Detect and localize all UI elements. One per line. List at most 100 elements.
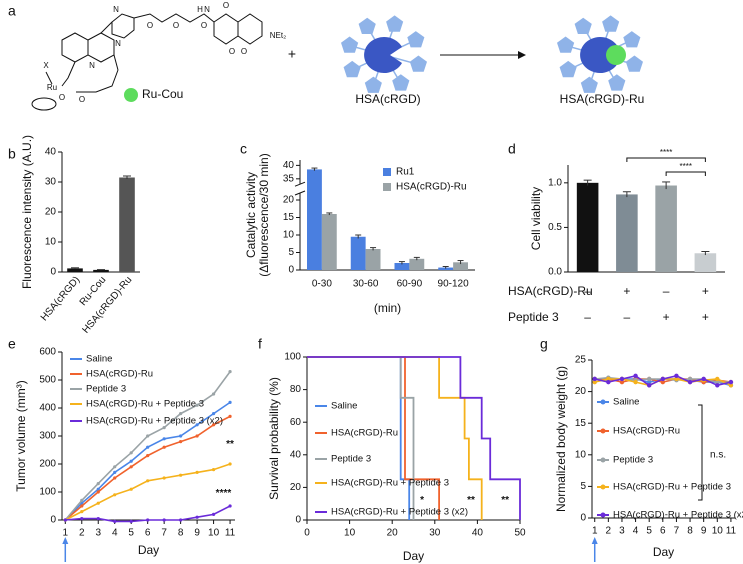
rgd-peptide <box>358 17 376 34</box>
legend-marker <box>600 484 606 490</box>
atom-label: O <box>79 95 85 104</box>
table-cell: + <box>702 284 709 298</box>
legend-label: HSA(cRGD)-Ru <box>396 182 467 193</box>
y-tick-label: 0 <box>50 515 56 526</box>
point <box>228 400 232 404</box>
panel-letter: g <box>540 336 548 352</box>
y-tick-label: 15 <box>283 212 295 223</box>
point <box>195 403 199 407</box>
point <box>80 517 84 521</box>
x-tick-label: 7 <box>161 528 167 539</box>
y-tick-label: 400 <box>39 403 56 414</box>
y-tick-label: 80 <box>290 384 302 395</box>
y-tick-label: 1.0 <box>548 177 562 188</box>
y-tick-label: 5 <box>580 481 586 492</box>
x-tick-label: 4 <box>633 526 639 537</box>
atom-label: H <box>197 5 203 14</box>
rgd-peptide <box>559 60 577 78</box>
point <box>146 518 150 522</box>
point <box>633 373 638 378</box>
significance-label: **** <box>680 162 692 171</box>
atom-label: O <box>229 47 235 56</box>
point <box>687 379 693 385</box>
point <box>179 412 183 416</box>
atom-label: X <box>43 61 49 70</box>
y-tick-label: 20 <box>45 207 57 218</box>
reaction-arrowhead <box>518 51 526 59</box>
x-tick-label: 60-90 <box>397 279 423 290</box>
point <box>715 376 720 382</box>
point <box>228 414 232 418</box>
legend-label: Peptide 3 <box>331 454 371 465</box>
point <box>674 373 679 378</box>
y-tick-label: 35 <box>283 173 295 184</box>
atom-label: N <box>204 5 210 14</box>
start-arrowhead <box>62 537 69 544</box>
structure <box>31 13 263 111</box>
legend-label: HSA(cRGD)-Ru <box>86 369 153 380</box>
significance-bracket <box>626 157 706 162</box>
x-tick-label: 5 <box>646 526 652 537</box>
x-tick-label: 3 <box>619 526 625 537</box>
x-axis-label: Day <box>138 543 159 557</box>
point <box>715 383 720 388</box>
panel-letter: b <box>8 146 16 162</box>
point <box>96 487 100 491</box>
point <box>728 383 734 388</box>
bar <box>394 263 410 270</box>
x-tick-label: 30 <box>429 528 441 539</box>
legend-label: Saline <box>86 354 112 365</box>
hsa-protein <box>364 37 402 73</box>
x-tick-label: 10 <box>344 528 356 539</box>
point <box>687 376 693 382</box>
rgd-peptide <box>557 36 575 53</box>
bar <box>93 269 109 272</box>
point <box>129 519 133 524</box>
x-tick-label: 4 <box>112 528 118 539</box>
legend-marker <box>600 457 606 463</box>
point <box>674 376 679 382</box>
point <box>179 434 183 438</box>
panel-letter: a <box>8 3 16 19</box>
x-tick-label: 30-60 <box>353 279 379 290</box>
y-tick-label: 10 <box>575 449 587 460</box>
point <box>715 379 720 385</box>
point <box>96 517 100 521</box>
point <box>96 482 100 486</box>
table-cell: – <box>624 310 631 324</box>
table-row-label: HSA(cRGD)-Ru <box>508 284 593 298</box>
point <box>146 454 150 458</box>
bar <box>616 194 638 272</box>
x-tick-label: 0 <box>304 528 310 539</box>
y-tick-label: 10 <box>283 230 295 241</box>
point <box>633 379 638 385</box>
point <box>129 451 133 455</box>
x-tick-label: 10 <box>712 526 724 537</box>
y-axis-label: Cell viability <box>529 187 543 250</box>
x-tick-label: 20 <box>387 528 399 539</box>
point <box>162 476 166 480</box>
legend-swatch <box>383 168 391 176</box>
rgd-peptide <box>625 55 643 72</box>
y-axis-label: Normalized body weight (g) <box>554 366 568 512</box>
y-tick-label: 20 <box>283 195 295 206</box>
table-cell: – <box>584 284 591 298</box>
y-tick-label: 20 <box>575 386 587 397</box>
scheme-label: Ru-Cou <box>142 87 183 101</box>
y-tick-label: 5 <box>288 247 294 258</box>
rgd-peptide <box>343 60 361 78</box>
point <box>619 376 625 382</box>
rgd-peptide <box>574 17 592 34</box>
y-tick-label: 15 <box>575 418 587 429</box>
ru-complex <box>606 45 626 65</box>
rgd-peptide <box>580 76 598 93</box>
x-tick-label: 3 <box>95 528 101 539</box>
point <box>80 510 84 514</box>
point <box>146 479 150 483</box>
x-tick-label: 8 <box>687 526 693 537</box>
legend-label: Ru1 <box>396 167 415 178</box>
y-tick-label: 100 <box>284 352 301 363</box>
panel-letter: e <box>8 336 16 352</box>
significance-label: ** <box>467 495 475 506</box>
